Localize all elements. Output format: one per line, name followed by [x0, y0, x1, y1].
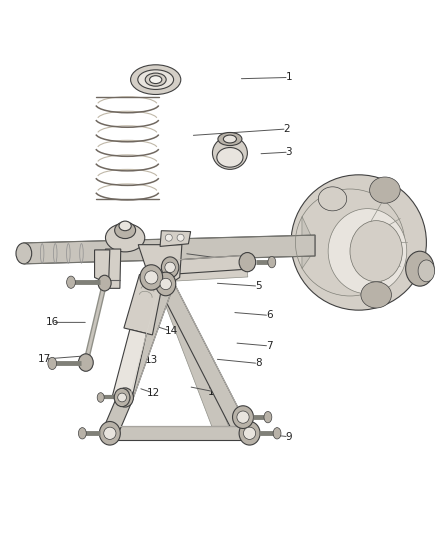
Polygon shape [118, 281, 173, 400]
Ellipse shape [217, 148, 243, 167]
Ellipse shape [406, 251, 434, 286]
Text: 7: 7 [266, 341, 272, 351]
Ellipse shape [67, 276, 75, 288]
Ellipse shape [318, 187, 347, 211]
Ellipse shape [233, 406, 254, 429]
Text: 1: 1 [286, 72, 292, 83]
Ellipse shape [145, 271, 158, 284]
Ellipse shape [97, 393, 104, 402]
Ellipse shape [165, 234, 172, 241]
Text: 16: 16 [46, 317, 59, 327]
Ellipse shape [223, 135, 237, 143]
Polygon shape [160, 231, 191, 246]
Ellipse shape [161, 257, 179, 278]
Polygon shape [24, 235, 315, 264]
Ellipse shape [78, 427, 86, 439]
Polygon shape [124, 274, 163, 335]
Text: 6: 6 [266, 310, 272, 320]
Ellipse shape [98, 275, 111, 291]
Ellipse shape [418, 260, 434, 282]
Ellipse shape [212, 136, 247, 169]
Ellipse shape [118, 393, 127, 402]
Ellipse shape [131, 65, 181, 94]
Ellipse shape [120, 393, 130, 402]
Ellipse shape [106, 223, 145, 252]
Text: 3: 3 [286, 147, 292, 157]
Text: 12: 12 [147, 388, 160, 398]
Ellipse shape [361, 282, 392, 308]
Polygon shape [170, 263, 248, 281]
Text: 14: 14 [164, 326, 177, 336]
Polygon shape [95, 250, 110, 284]
Ellipse shape [239, 422, 260, 445]
Polygon shape [170, 255, 248, 274]
Ellipse shape [239, 253, 256, 272]
Text: 17: 17 [38, 354, 51, 364]
Ellipse shape [119, 221, 131, 231]
Ellipse shape [114, 389, 130, 407]
Polygon shape [113, 329, 146, 400]
Ellipse shape [145, 73, 166, 86]
Ellipse shape [264, 411, 272, 423]
Polygon shape [302, 216, 311, 269]
Text: 10: 10 [123, 431, 136, 441]
Ellipse shape [165, 262, 175, 272]
Ellipse shape [115, 222, 136, 239]
Polygon shape [110, 426, 250, 440]
Ellipse shape [78, 354, 93, 372]
Ellipse shape [218, 133, 242, 146]
Ellipse shape [155, 272, 176, 296]
Ellipse shape [99, 422, 120, 445]
Text: 9: 9 [286, 432, 292, 442]
Ellipse shape [370, 177, 400, 203]
Ellipse shape [138, 70, 173, 90]
Ellipse shape [117, 388, 134, 407]
Ellipse shape [350, 221, 403, 282]
Ellipse shape [16, 243, 32, 264]
Polygon shape [138, 245, 182, 282]
Text: 13: 13 [145, 356, 158, 365]
Text: 2: 2 [283, 124, 290, 134]
Polygon shape [159, 281, 231, 438]
Ellipse shape [237, 411, 249, 423]
Polygon shape [159, 280, 250, 438]
Ellipse shape [291, 175, 426, 310]
Text: 4: 4 [246, 257, 253, 267]
Ellipse shape [140, 265, 162, 290]
Ellipse shape [104, 427, 116, 439]
Text: 11: 11 [208, 387, 221, 397]
Text: 15: 15 [149, 302, 162, 312]
Ellipse shape [160, 278, 171, 289]
Ellipse shape [48, 357, 57, 369]
Ellipse shape [273, 427, 281, 439]
Ellipse shape [328, 208, 407, 294]
Ellipse shape [244, 427, 256, 439]
Ellipse shape [177, 234, 184, 241]
Polygon shape [102, 394, 132, 437]
Ellipse shape [268, 256, 276, 268]
Text: 5: 5 [255, 281, 261, 291]
Text: 8: 8 [255, 358, 261, 368]
Ellipse shape [150, 76, 162, 84]
Polygon shape [106, 249, 121, 288]
